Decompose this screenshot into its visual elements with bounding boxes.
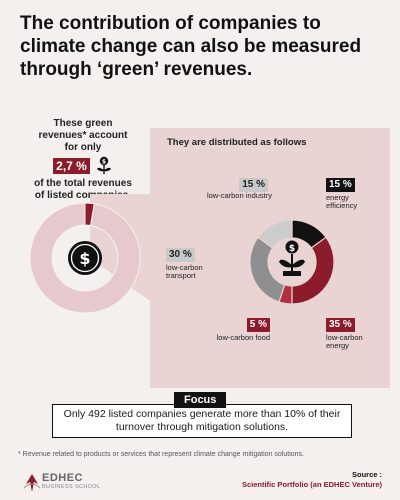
slice-low-carbon-industry <box>257 219 293 249</box>
focus-text: Only 492 listed companies generate more … <box>63 407 341 433</box>
dollar-coin-icon <box>68 241 102 275</box>
panel-title: They are distributed as follows <box>167 137 307 148</box>
food-badge: 5 % <box>246 318 270 332</box>
energy-text: low-carbon energy <box>326 332 363 351</box>
green-revenue-intro: These green revenues* account for only <box>38 118 128 153</box>
efficiency-text: energy efficiency <box>326 192 358 211</box>
money-plant-icon: $ <box>96 156 111 174</box>
svg-text:$: $ <box>289 244 295 254</box>
edhec-logo <box>23 474 41 492</box>
distribution-donut <box>249 219 335 305</box>
energy-badge: 35 % <box>326 318 355 332</box>
label-low-carbon-food: 5 % low-carbon food <box>180 318 270 342</box>
slice-low-carbon-energy <box>291 236 335 305</box>
industry-badge: 15 % <box>239 178 268 192</box>
transport-badge: 30 % <box>166 248 195 262</box>
footnote: * Revenue related to products or service… <box>18 451 304 458</box>
green-share-badge: 2,7 % <box>53 157 90 175</box>
svg-text:$: $ <box>79 249 90 268</box>
source-label: Source : <box>351 470 382 479</box>
logo-sub: BUSINESS SCHOOL <box>42 484 101 490</box>
total-revenue-donut <box>29 202 141 314</box>
label-energy-efficiency: 15 % energy efficiency <box>326 178 378 211</box>
green-revenue-text: These green revenues* account for only 2… <box>34 118 132 202</box>
page-title: The contribution of companies to climate… <box>20 13 362 81</box>
logo-name: EDHEC <box>42 472 84 484</box>
label-low-carbon-industry: 15 % <box>218 178 268 192</box>
transport-text: low-carbon transport <box>166 262 203 281</box>
source: Source : Scientific Portfolio (an EDHEC … <box>242 470 382 490</box>
focus-box: Only 492 listed companies generate more … <box>52 404 352 438</box>
efficiency-badge: 15 % <box>326 178 355 192</box>
focus-tag: Focus <box>174 392 227 408</box>
svg-text:$: $ <box>102 158 106 165</box>
industry-text: low-carbon industry <box>206 191 272 200</box>
green-revenue-outro: of the total revenues of listed companie… <box>34 178 132 201</box>
slice-low-carbon-transport <box>249 236 286 303</box>
source-value: Scientific Portfolio (an EDHEC Venture) <box>241 480 382 490</box>
money-plant-center-icon: $ <box>279 240 305 276</box>
other-revenue-slice <box>29 202 141 314</box>
label-low-carbon-energy: 35 % low-carbon energy <box>326 318 378 351</box>
label-low-carbon-transport: 30 % low-carbon transport <box>166 248 226 281</box>
percentage-row: 2,7 % $ <box>34 156 132 176</box>
food-text: low-carbon food <box>216 332 270 342</box>
